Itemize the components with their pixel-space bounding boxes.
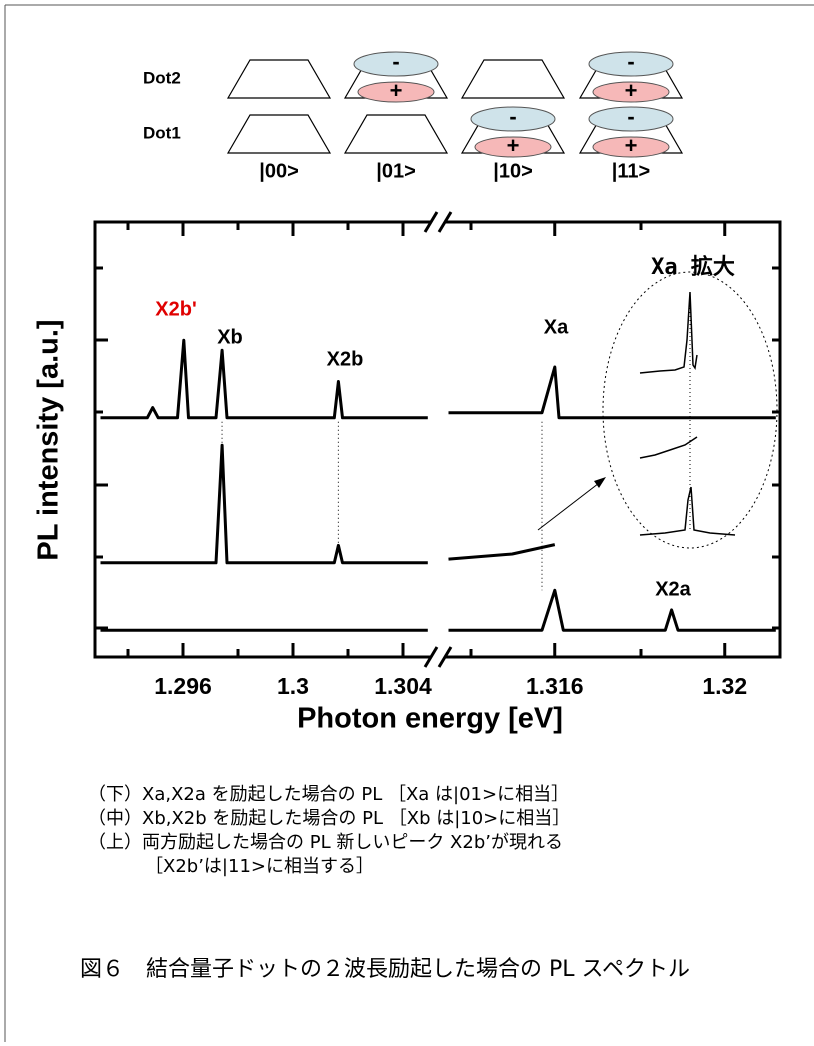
note-line: （中）Xb,X2b を励起した場合の PL ［Xb は|10>に相当］ [88,808,570,829]
dot-shape [460,59,566,99]
plus-sign: + [507,133,520,158]
y-axis-label: PL intensity [a.u.] [33,319,65,560]
state-label: |11> [612,160,650,182]
peak-label: X2a [655,578,691,600]
x-tick-label: 1.296 [154,673,212,699]
dot-shape [343,114,449,154]
inset-outline [602,271,778,549]
notes: （下）Xa,X2a を励起した場合の PL ［Xa は|01>に相当］ （中）Xb… [88,784,570,877]
x-tick-label: 1.304 [374,673,432,699]
peak-label: Xa [544,316,569,338]
state-label: |00> [259,160,299,182]
state-label: |10> [493,160,533,182]
spectrum [100,443,556,565]
note-line: （下）Xa,X2a を励起した場合の PL ［Xa は|01>に相当］ [88,784,569,805]
hole [474,136,552,158]
inset-arrow [537,477,606,531]
inset-traces [639,291,736,536]
minus-sign: - [509,104,516,129]
diagram: Dot2-+-+Dot1-+-+|00> |01> |10> |11> [143,49,684,182]
row-label: Dot2 [143,68,181,87]
note-line: ［X2b’は|11>に相当する］ [145,856,374,877]
spectrum [100,588,776,632]
row-label: Dot1 [143,123,181,142]
minus-sign: - [627,49,634,74]
figure-caption: 図６ 結合量子ドットの２波長励起した場合の PL スペクトル [80,957,690,982]
hole [357,81,435,103]
x-tick-label: 1.316 [526,673,584,699]
hole [592,81,670,103]
plus-sign: + [390,78,403,103]
dot-shape [226,114,332,154]
electron [470,106,556,132]
electron [588,51,674,77]
x-tick-label: 1.3 [277,673,309,699]
spectrum [100,338,776,420]
inset-title: Xa 拡大 [651,255,735,280]
peak-label: Xb [217,326,243,348]
x-axis-label: Photon energy [eV] [297,703,563,735]
x-tick-label: 1.32 [702,673,747,699]
peak-label: X2b [327,348,364,370]
note-line: （上）両方励起した場合の PL 新しいピーク X2b’が現れる [88,832,563,853]
axis-break [423,211,453,668]
minor-ticks [95,222,780,657]
plus-sign: + [625,78,638,103]
dot-shape [226,59,332,99]
peak-label: X2b' [155,298,196,320]
minus-sign: - [392,49,399,74]
state-label: |01> [376,160,416,182]
plus-sign: + [625,133,638,158]
hole [592,136,670,158]
electron [353,51,439,77]
electron [588,106,674,132]
minus-sign: - [627,104,634,129]
